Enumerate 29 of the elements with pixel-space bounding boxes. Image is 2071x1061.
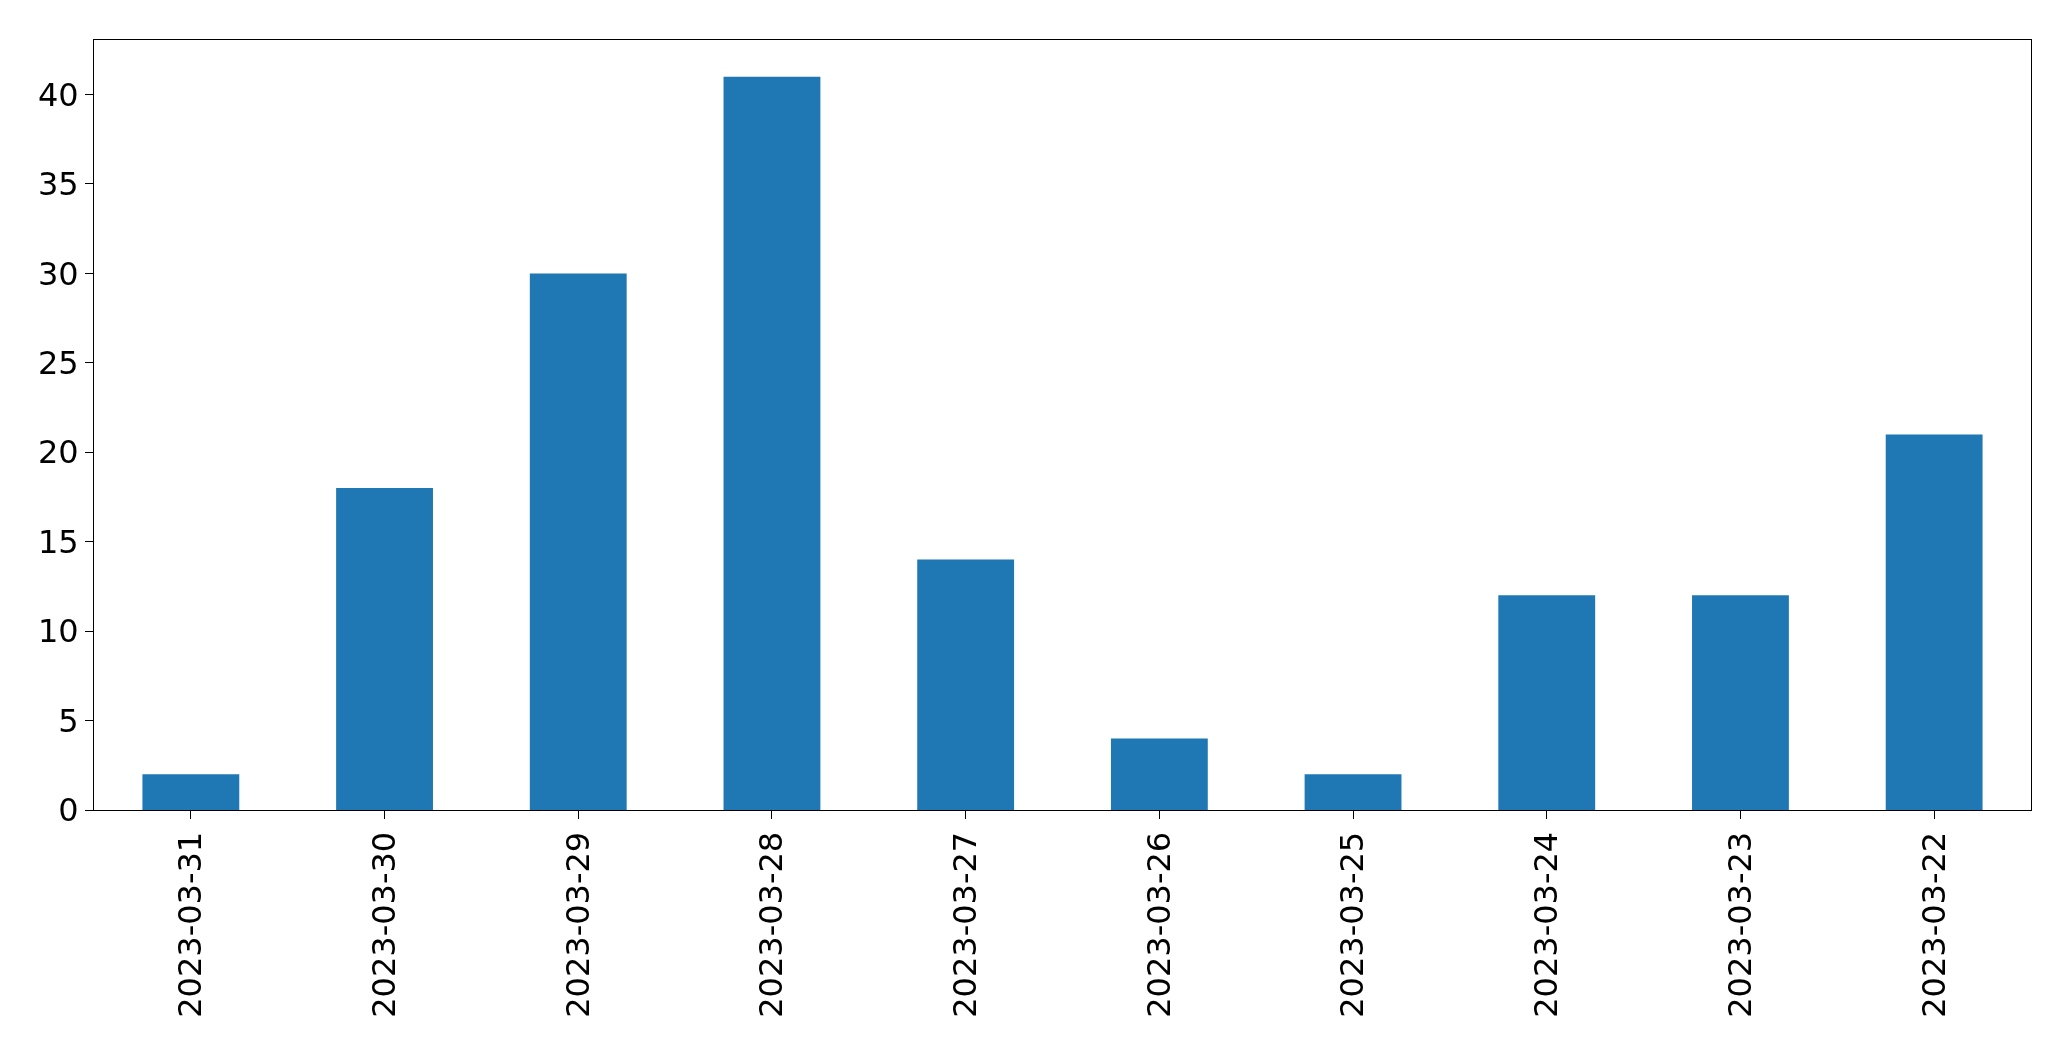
bar	[1885, 434, 1983, 810]
x-tick-label: 2023-03-28	[752, 831, 791, 1018]
bar	[336, 488, 433, 810]
bar	[723, 76, 821, 810]
y-tick-label: 5	[58, 701, 79, 740]
y-tick-label: 25	[37, 344, 79, 383]
x-tick-label: 2023-03-31	[171, 831, 210, 1018]
bar	[142, 774, 240, 810]
bar	[1110, 738, 1208, 810]
x-tick-label: 2023-03-27	[946, 831, 985, 1018]
bar	[1692, 595, 1789, 810]
x-tick-label: 2023-03-30	[364, 831, 403, 1018]
y-tick-label: 15	[37, 522, 79, 561]
x-tick-label: 2023-03-25	[1333, 831, 1372, 1018]
y-tick-label: 30	[37, 254, 79, 293]
x-tick-label: 2023-03-29	[558, 831, 597, 1018]
x-tick-label: 2023-03-24	[1527, 831, 1566, 1018]
y-tick-label: 20	[37, 433, 79, 472]
bar	[1498, 595, 1596, 810]
x-tick-label: 2023-03-26	[1139, 831, 1178, 1018]
x-tick-label: 2023-03-23	[1720, 831, 1759, 1018]
y-tick-label: 10	[37, 612, 79, 651]
x-tick-label: 2023-03-22	[1914, 831, 1953, 1018]
bar	[1304, 774, 1402, 810]
bar	[917, 559, 1015, 810]
y-tick-label: 40	[37, 75, 79, 114]
y-tick-label: 35	[37, 165, 79, 204]
bar	[529, 273, 627, 810]
y-tick-label: 0	[58, 791, 79, 830]
